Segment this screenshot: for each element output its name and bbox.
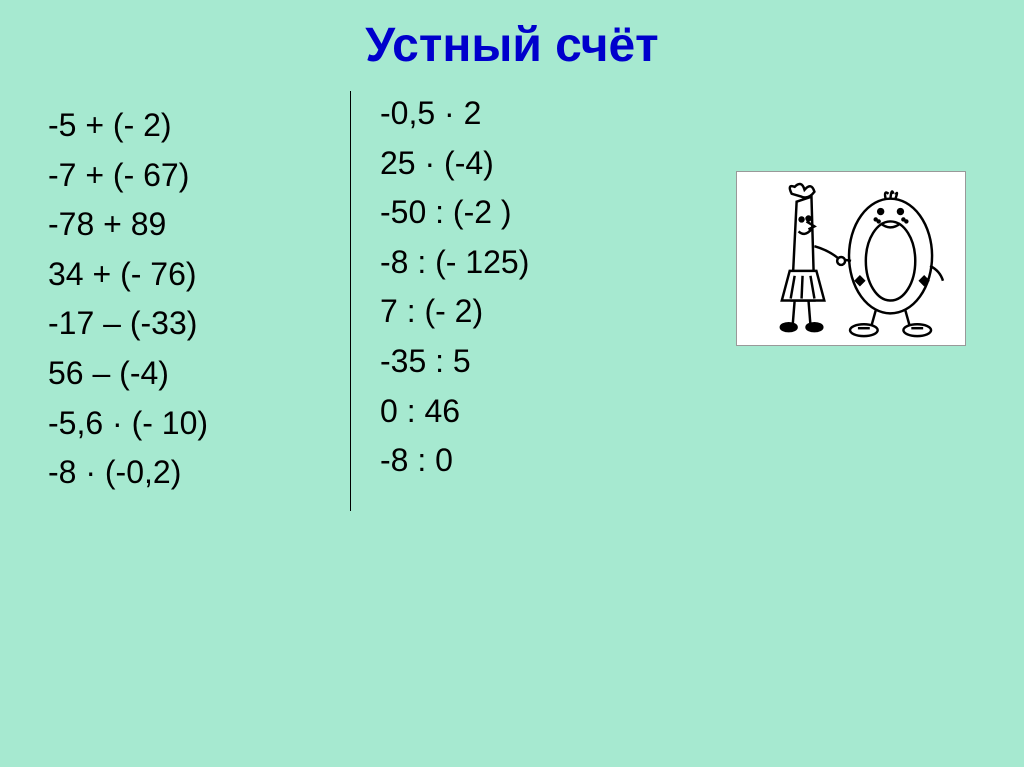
expression-item: -8 · (-0,2) <box>48 448 208 498</box>
expression-item: -7 + (- 67) <box>48 151 208 201</box>
column-divider <box>350 91 351 511</box>
expression-item: -8 : 0 <box>380 436 529 486</box>
expression-item: -0,5 · 2 <box>380 89 529 139</box>
expression-item: -17 – (-33) <box>48 299 208 349</box>
expression-item: -5 + (- 2) <box>48 101 208 151</box>
content-area: -5 + (- 2) -7 + (- 67) -78 + 89 34 + (- … <box>0 81 1024 101</box>
expression-item: 0 : 46 <box>380 387 529 437</box>
expression-item: -78 + 89 <box>48 200 208 250</box>
left-column: -5 + (- 2) -7 + (- 67) -78 + 89 34 + (- … <box>48 101 208 498</box>
expression-item: -8 : (- 125) <box>380 238 529 288</box>
expression-item: -50 : (-2 ) <box>380 188 529 238</box>
right-column: -0,5 · 2 25 · (-4) -50 : (-2 ) -8 : (- 1… <box>380 89 529 486</box>
expression-item: 56 – (-4) <box>48 349 208 399</box>
cartoon-illustration <box>736 171 966 346</box>
expression-item: 25 · (-4) <box>380 139 529 189</box>
expression-item: -5,6 · (- 10) <box>48 399 208 449</box>
expression-item: 34 + (- 76) <box>48 250 208 300</box>
expression-item: 7 : (- 2) <box>380 287 529 337</box>
expression-item: -35 : 5 <box>380 337 529 387</box>
one-zero-characters-icon <box>737 172 965 345</box>
page-title: Устный счёт <box>0 0 1024 81</box>
